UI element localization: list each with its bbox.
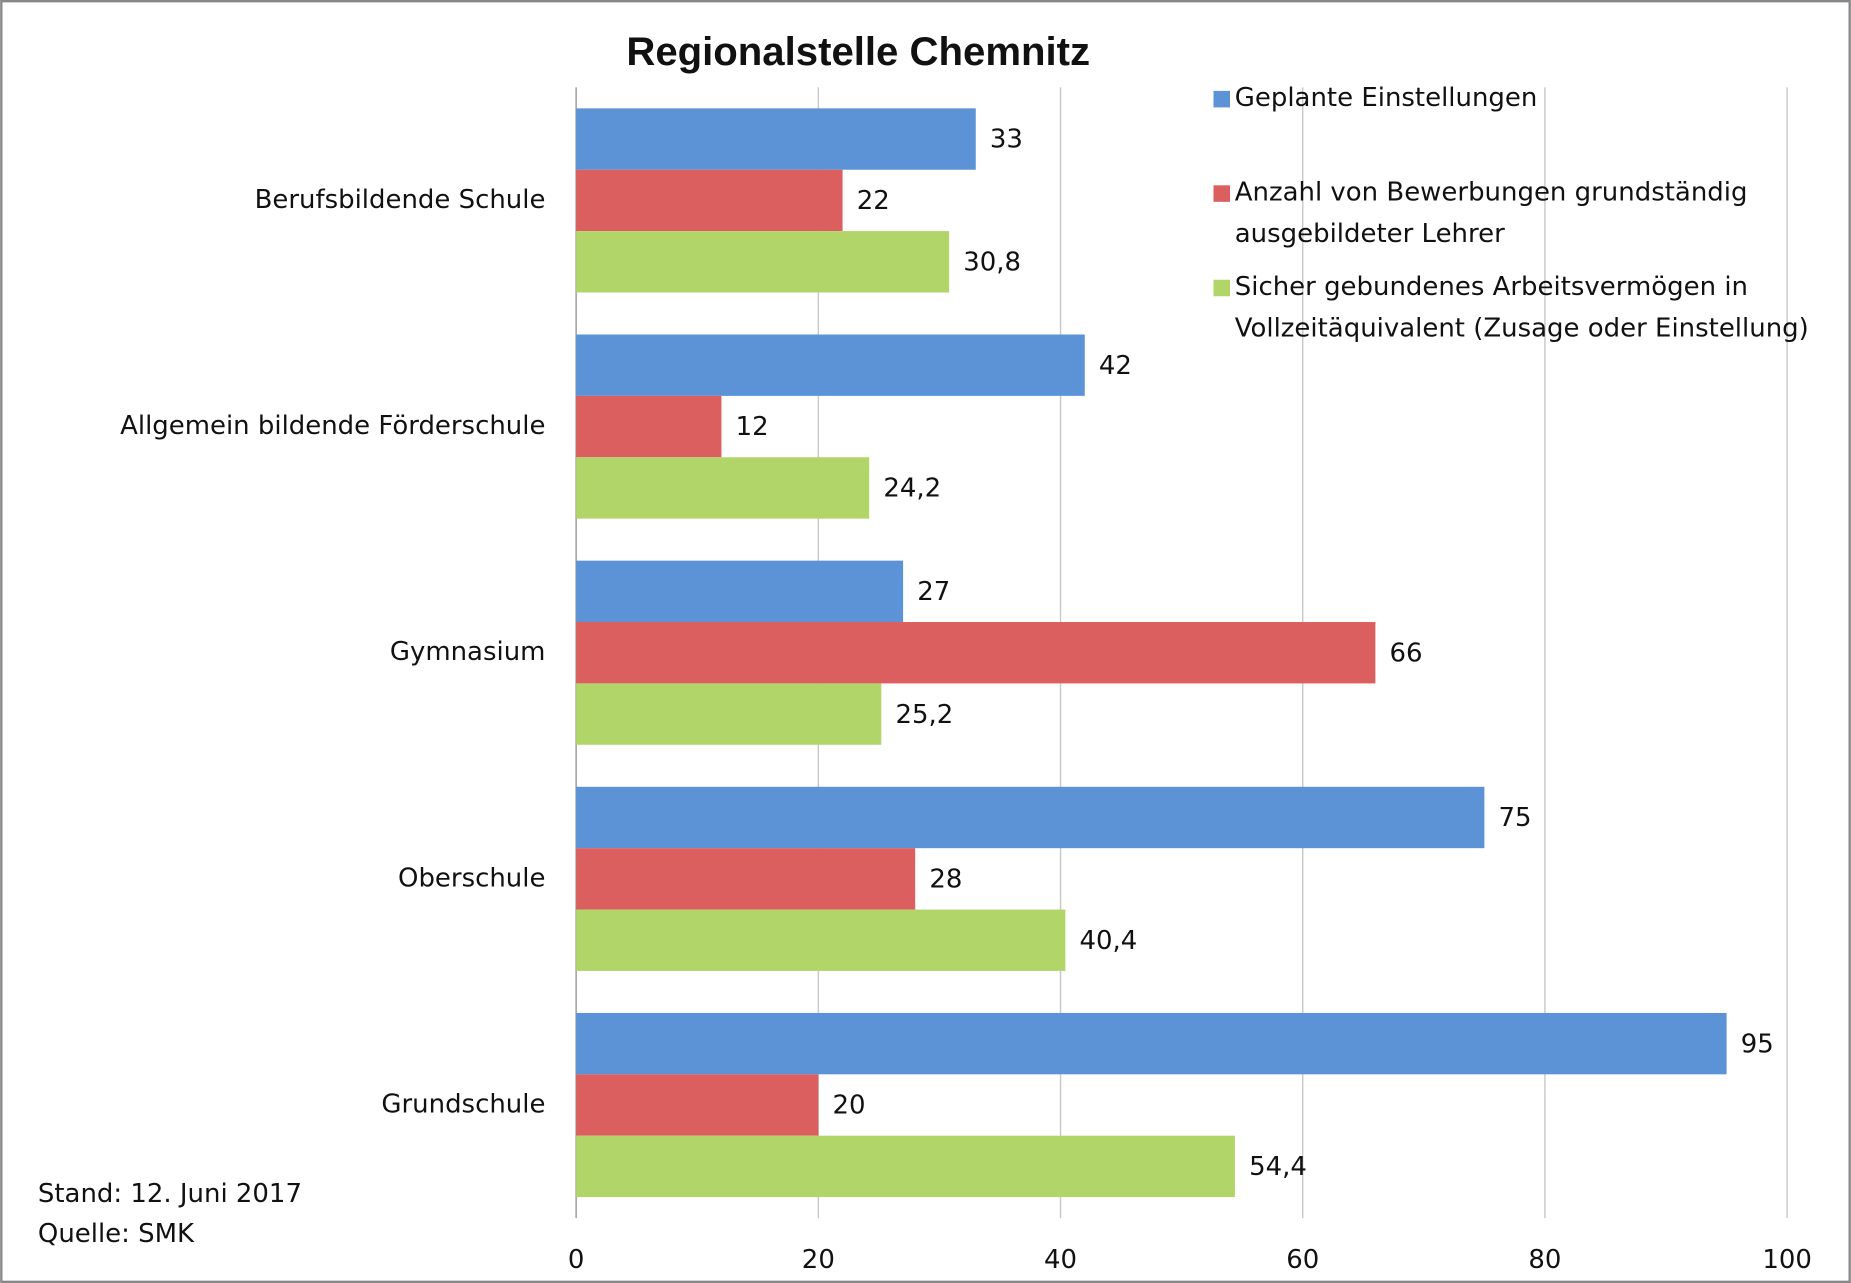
bar: [576, 683, 882, 745]
legend-label: Geplante Einstellungen: [1234, 83, 1538, 114]
data-label: 54,4: [1249, 1152, 1307, 1182]
bar: [576, 786, 1485, 849]
annotation: Stand: 12. Juni 2017: [38, 1179, 302, 1209]
legend-entry: Geplante Einstellungen: [1234, 83, 1538, 114]
legend-label: Sicher gebundenes Arbeitsvermögen in Vol…: [1234, 272, 1809, 344]
bar: [576, 457, 870, 519]
bar: [576, 848, 916, 910]
bar: [576, 395, 722, 458]
data-label: 27: [917, 577, 950, 607]
legend-label: Anzahl von Bewerbungen grundständig ausg…: [1234, 178, 1748, 250]
legend-swatch: [1213, 90, 1231, 108]
bar: [576, 622, 1376, 684]
legend-swatch: [1213, 279, 1231, 297]
data-label: 42: [1099, 351, 1132, 381]
x-tick-label: 20: [802, 1245, 835, 1275]
bar: [576, 169, 843, 232]
x-tick-label: 60: [1286, 1245, 1319, 1275]
legend-entry: Anzahl von Bewerbungen grundständig ausg…: [1234, 178, 1748, 250]
y-tick-label: Berufsbildende Schule: [255, 185, 546, 215]
data-label: 25,2: [895, 700, 953, 730]
x-tick-label: 100: [1762, 1245, 1812, 1275]
data-label: 95: [1741, 1029, 1774, 1059]
y-tick-label: Allgemein bildende Förderschule: [120, 411, 545, 441]
bar: [576, 108, 976, 170]
data-label: 28: [929, 865, 962, 895]
data-label: 22: [857, 186, 890, 216]
x-tick-label: 40: [1044, 1245, 1077, 1275]
legend-swatch: [1213, 185, 1231, 202]
data-label: 24,2: [883, 474, 941, 504]
annotation: Quelle: SMK: [38, 1219, 195, 1249]
bar: [576, 909, 1066, 971]
data-label: 12: [736, 412, 769, 442]
legend-entry: Sicher gebundenes Arbeitsvermögen in Vol…: [1234, 272, 1809, 344]
data-label: 33: [990, 125, 1023, 155]
data-label: 66: [1390, 638, 1423, 668]
chart-title: Regionalstelle Chemnitz: [626, 29, 1090, 74]
bar: [576, 560, 904, 623]
bar: [576, 231, 950, 293]
bar: [576, 334, 1085, 396]
bar: [576, 1135, 1235, 1198]
data-label: 20: [832, 1091, 865, 1121]
y-tick-label: Gymnasium: [390, 637, 546, 667]
x-tick-label: 0: [568, 1245, 585, 1275]
y-tick-label: Oberschule: [398, 863, 545, 893]
y-tick-label: Grundschule: [381, 1090, 545, 1120]
bar: [576, 1012, 1727, 1075]
x-tick-label: 80: [1528, 1245, 1561, 1275]
data-label: 40,4: [1080, 926, 1138, 956]
bar: [576, 1074, 819, 1136]
data-label: 75: [1499, 803, 1532, 833]
data-label: 30,8: [963, 247, 1021, 277]
